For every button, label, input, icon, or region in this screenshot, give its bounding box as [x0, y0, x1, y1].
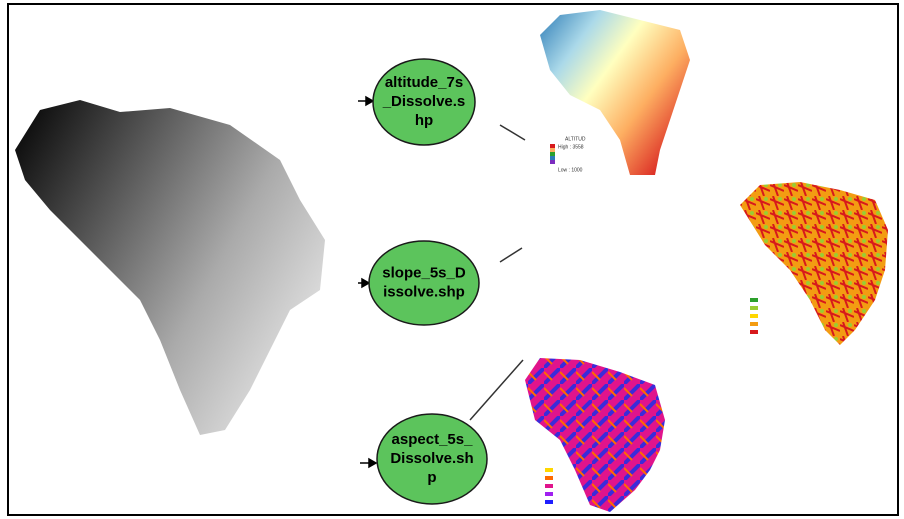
legend-swatch	[750, 322, 758, 326]
legend-swatch	[545, 500, 553, 504]
node-label: hp	[415, 112, 433, 129]
legend-swatch	[750, 306, 758, 310]
legend-swatch	[550, 160, 555, 164]
legend-swatch	[550, 156, 555, 160]
legend-swatch	[750, 330, 758, 334]
legend-swatch	[750, 298, 758, 302]
legend-swatch	[545, 484, 553, 488]
legend-swatch	[550, 148, 555, 152]
legend-title: ALTITUD	[565, 136, 586, 142]
node-label: aspect_5s_	[392, 431, 474, 448]
node-label: altitude_7s	[385, 74, 463, 91]
node-label: slope_5s_D	[382, 264, 466, 281]
node-label: _Dissolve.s	[382, 93, 466, 110]
node-label: Dissolve.sh	[390, 450, 473, 467]
node-label: issolve.shp	[383, 283, 465, 300]
node-label: p	[427, 469, 436, 486]
diagram: ALTITUD High : 3558 Low : 1000 altitude_…	[0, 0, 904, 519]
legend-low: Low : 1000	[558, 167, 583, 173]
legend-swatch	[750, 314, 758, 318]
page: {"nodes": [ {"lines": ["altitude_7s", "_…	[0, 0, 904, 519]
legend-swatch	[550, 152, 555, 156]
legend-swatch	[550, 144, 555, 148]
legend-swatch	[545, 476, 553, 480]
legend-swatch	[545, 468, 553, 472]
legend-swatch	[545, 492, 553, 496]
legend-high: High : 3558	[558, 144, 584, 150]
